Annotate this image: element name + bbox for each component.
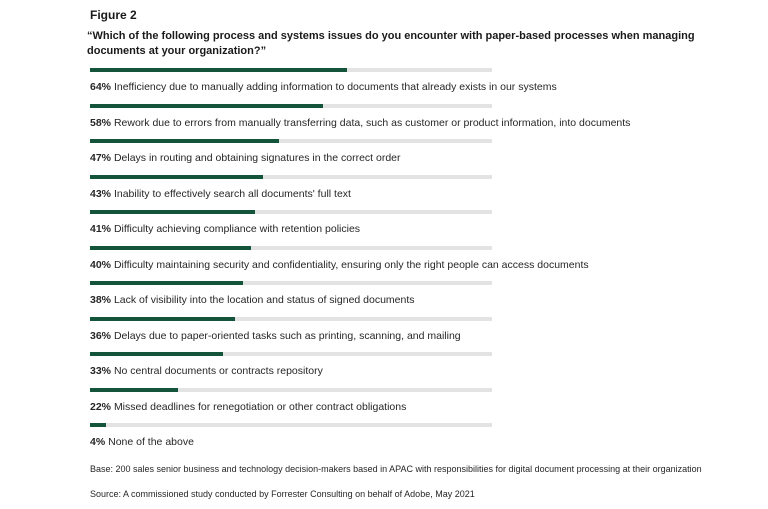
bar-fill [90, 103, 324, 108]
bar-category-label: Inability to effectively search all docu… [113, 187, 351, 200]
bar-item: 33% No central documents or contracts re… [90, 352, 492, 388]
bar-track [90, 210, 492, 214]
bar-fill [90, 423, 107, 427]
bar-value-label: 38% [90, 294, 112, 306]
bar-value-label: 43% [90, 187, 112, 200]
bar-fill [90, 174, 263, 179]
bar-track [90, 423, 492, 427]
bar-label: 64% Inefficiency due to manually adding … [90, 81, 557, 94]
bar-item: 40% Difficulty maintaining security and … [90, 245, 589, 282]
bar-category-label: Delays due to paper-oriented tasks such … [113, 329, 461, 342]
bar-track [90, 174, 492, 179]
bar-item: 4% None of the above [90, 423, 492, 459]
bar-item: 64% Inefficiency due to manually adding … [90, 68, 557, 104]
bar-value-label: 64% [90, 81, 112, 93]
bar-track [90, 387, 492, 392]
bar-item: 47% Delays in routing and obtaining sign… [90, 139, 492, 175]
bar-item: 58% Rework due to errors from manually t… [90, 103, 630, 140]
bar-label: 40% Difficulty maintaining security and … [90, 259, 589, 272]
bar-label: 38% Lack of visibility into the location… [90, 294, 415, 307]
bar-value-label: 58% [90, 116, 112, 129]
bar-label: 58% Rework due to errors from manually t… [90, 117, 630, 130]
bar-value-label: 33% [90, 365, 112, 377]
bar-track [90, 245, 492, 250]
bar-label: 36% Delays due to paper-oriented tasks s… [90, 330, 461, 343]
bar-category-label: No central documents or contracts reposi… [113, 365, 323, 377]
bar-category-label: Lack of visibility into the location and… [113, 294, 415, 306]
bar-fill [90, 68, 348, 72]
bar-track [90, 103, 492, 108]
bar-category-label: Difficulty achieving compliance with ret… [113, 223, 361, 235]
bar-value-label: 41% [90, 223, 112, 235]
bar-track [90, 139, 492, 143]
bar-label: 43% Inability to effectively search all … [90, 188, 351, 201]
bar-label: 47% Delays in routing and obtaining sign… [90, 152, 401, 165]
bar-item: 36% Delays due to paper-oriented tasks s… [90, 316, 492, 353]
bar-fill [90, 245, 251, 250]
bar-fill [90, 139, 279, 143]
source-note: Source: A commissioned study conducted b… [90, 489, 475, 499]
bar-fill [90, 387, 179, 392]
bar-value-label: 40% [90, 258, 112, 271]
bar-value-label: 36% [90, 329, 112, 342]
survey-question: “Which of the following process and syst… [87, 30, 695, 57]
bar-category-label: Delays in routing and obtaining signatur… [113, 152, 401, 164]
bar-fill [90, 210, 255, 214]
bar-label: 22% Missed deadlines for renegotiation o… [90, 401, 406, 414]
bar-track [90, 68, 492, 72]
bar-value-label: 4% [90, 436, 106, 448]
bar-item: 41% Difficulty achieving compliance with… [90, 210, 492, 246]
bar-label: 33% No central documents or contracts re… [90, 365, 323, 378]
bar-value-label: 47% [90, 152, 112, 164]
bar-chart: 64% Inefficiency due to manually adding … [90, 68, 630, 459]
figure-label: Figure 2 [90, 8, 137, 22]
bar-category-label: Rework due to errors from manually trans… [113, 116, 631, 129]
bar-category-label: Difficulty maintaining security and conf… [113, 258, 589, 271]
bar-item: 22% Missed deadlines for renegotiation o… [90, 387, 492, 424]
bar-fill [90, 281, 243, 285]
bar-item: 38% Lack of visibility into the location… [90, 281, 492, 317]
bar-value-label: 22% [90, 400, 112, 413]
base-note: Base: 200 sales senior business and tech… [90, 464, 702, 474]
bar-track [90, 316, 492, 321]
bar-label: 4% None of the above [90, 436, 194, 449]
bar-fill [90, 352, 223, 356]
bar-category-label: Missed deadlines for renegotiation or ot… [113, 400, 407, 413]
bar-fill [90, 316, 235, 321]
bar-item: 43% Inability to effectively search all … [90, 174, 492, 211]
bar-track [90, 352, 492, 356]
bar-category-label: None of the above [108, 436, 194, 448]
bar-label: 41% Difficulty achieving compliance with… [90, 223, 360, 236]
bar-category-label: Inefficiency due to manually adding info… [113, 81, 557, 93]
bar-track [90, 281, 492, 285]
